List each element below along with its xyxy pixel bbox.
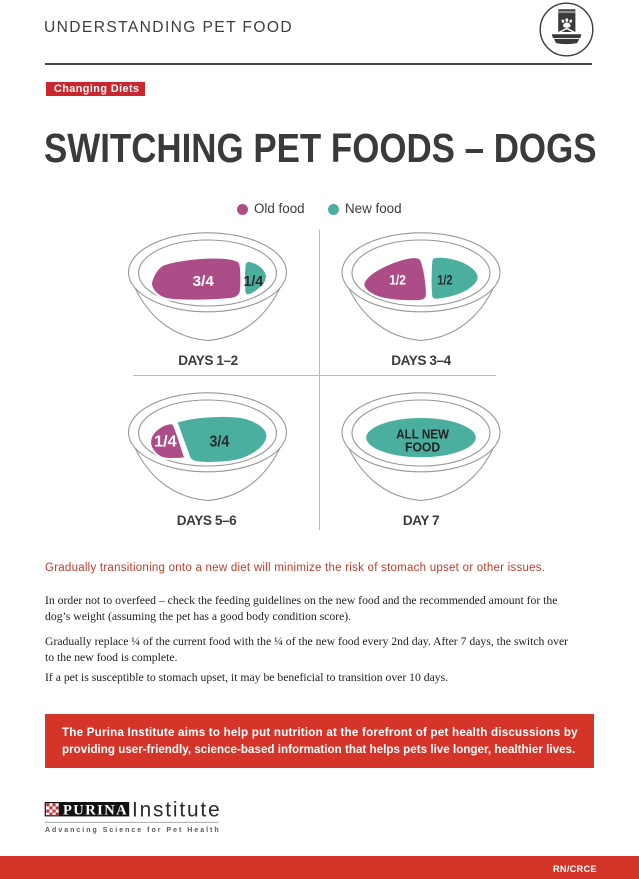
svg-text:PURINA: PURINA (63, 802, 128, 818)
svg-text:3/4: 3/4 (210, 434, 230, 451)
svg-text:3/4: 3/4 (193, 274, 214, 290)
svg-text:1/4: 1/4 (243, 274, 263, 290)
svg-text:1/4: 1/4 (154, 434, 177, 451)
svg-text:1/2: 1/2 (437, 273, 453, 288)
svg-text:Advancing Science for Pet Heal: Advancing Science for Pet Health (45, 827, 221, 834)
svg-text:FOOD: FOOD (405, 439, 441, 454)
svg-text:Institute: Institute (132, 799, 221, 822)
svg-text:1/2: 1/2 (389, 273, 406, 288)
svg-text:ALL NEW: ALL NEW (396, 427, 449, 442)
